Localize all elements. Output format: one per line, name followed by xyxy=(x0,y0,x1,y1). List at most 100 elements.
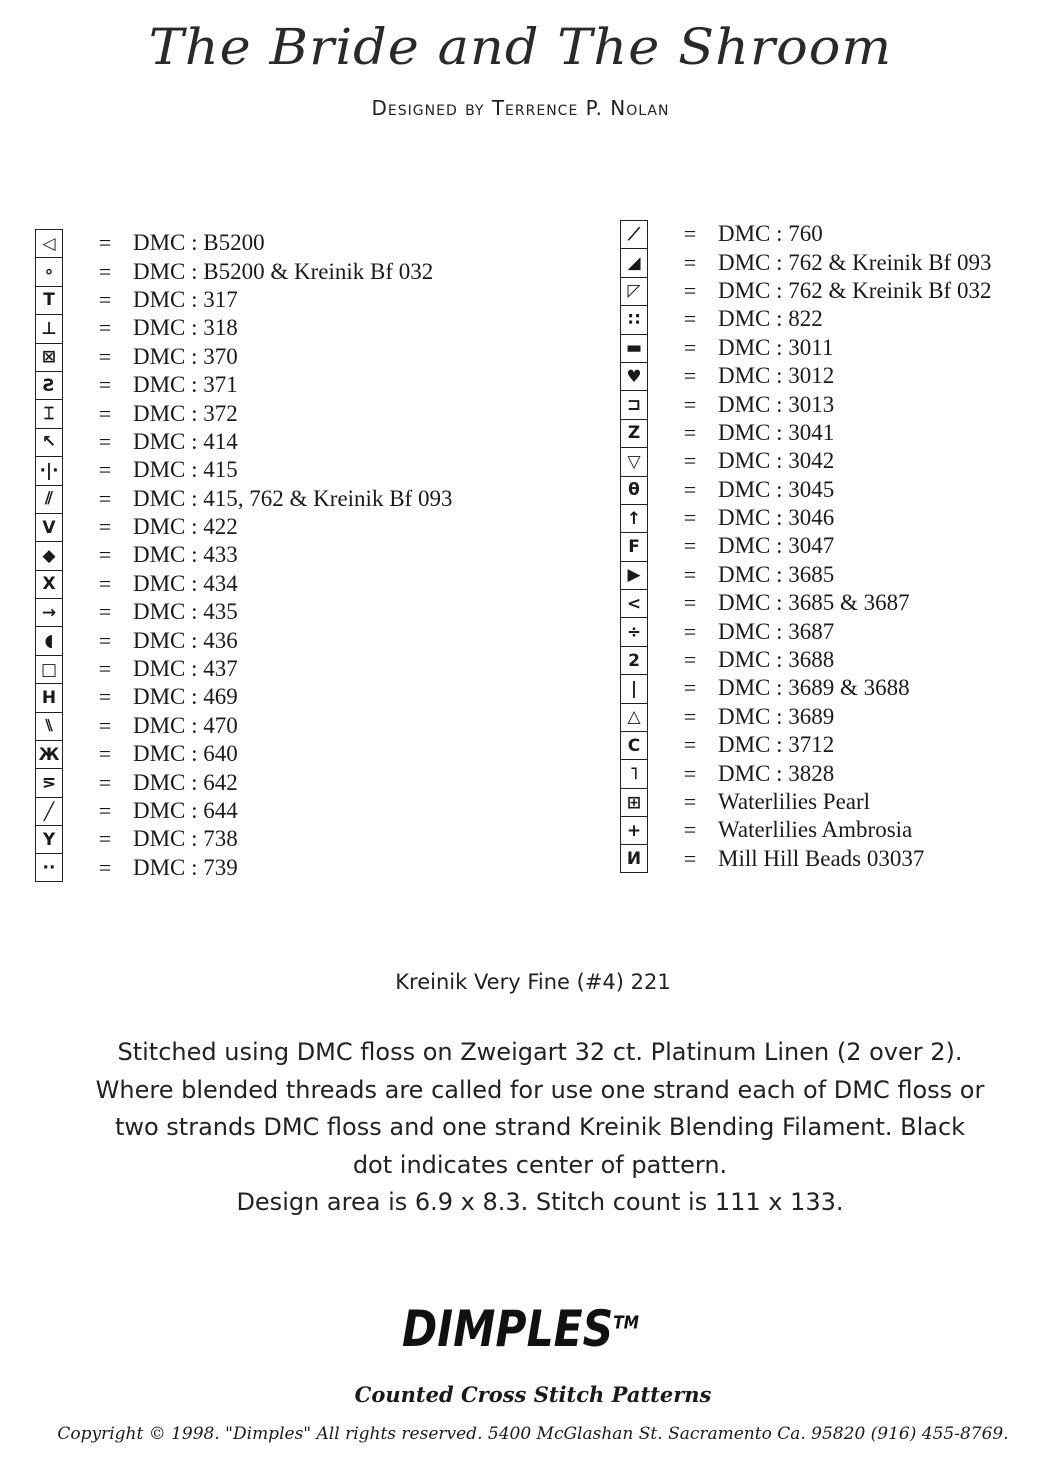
equals-sign: = xyxy=(98,656,112,682)
thread-name: DMC : 437 xyxy=(133,656,238,682)
stitch-symbol-icon: △ xyxy=(620,702,648,732)
stitch-symbol-icon: ↑ xyxy=(620,503,648,533)
thread-name: DMC : 739 xyxy=(133,854,238,880)
stitch-symbol-icon: ÷ xyxy=(620,617,648,646)
key-row: ◸ = DMC : 762 & Kreinik Bf 032 xyxy=(620,276,992,306)
equals-sign: = xyxy=(683,789,697,814)
stitch-symbol-icon: ◸ xyxy=(620,276,648,306)
trademark: TM xyxy=(613,1312,639,1334)
equals-sign: = xyxy=(683,590,697,616)
key-row: ▽ = DMC : 3042 xyxy=(620,447,991,476)
key-row: < = DMC : 3685 & 3687 xyxy=(620,589,991,618)
key-row: ♥ = DMC : 3012 xyxy=(620,361,991,391)
thread-name: DMC : 3011 xyxy=(718,334,834,360)
equals-sign: = xyxy=(98,428,112,454)
key-row: → = DMC : 435 xyxy=(35,598,452,627)
stitch-symbol-icon: Y xyxy=(35,825,63,854)
key-row: ·|· = DMC : 415 xyxy=(35,456,452,485)
equals-sign: = xyxy=(683,391,697,417)
thread-name: DMC : B5200 xyxy=(133,230,265,256)
stitch-symbol-icon: Ƨ xyxy=(35,370,63,400)
thread-name: DMC : 3712 xyxy=(718,732,835,758)
stitch-symbol-icon: ⋝ xyxy=(35,768,63,797)
key-row: Y = DMC : 738 xyxy=(35,825,452,854)
equals-sign: = xyxy=(98,286,112,312)
thread-name: DMC : 762 & Kreinik Bf 032 xyxy=(718,277,992,303)
equals-sign: = xyxy=(98,457,112,483)
thread-name: DMC : 436 xyxy=(133,627,238,653)
stitch-symbol-icon: ·· xyxy=(35,853,63,883)
key-row: ⊠ = DMC : 370 xyxy=(35,342,452,371)
stitch-symbol-icon: + xyxy=(620,816,648,845)
stitch-symbol-icon: ▶ xyxy=(620,560,648,590)
equals-sign: = xyxy=(683,363,697,389)
equals-sign: = xyxy=(683,817,697,843)
key-row: ▶ = DMC : 3685 xyxy=(620,560,991,590)
equals-sign: = xyxy=(683,249,697,275)
equals-sign: = xyxy=(98,684,112,710)
stitch-symbol-icon: < xyxy=(620,589,648,618)
stitch-symbol-icon: ·|· xyxy=(35,456,63,485)
equals-sign: = xyxy=(683,618,697,644)
thread-name: DMC : 415 xyxy=(133,457,238,483)
thread-name: DMC : 470 xyxy=(133,712,238,738)
stitch-symbol-icon: ▽ xyxy=(620,447,648,476)
thread-name: DMC : 3685 & 3687 xyxy=(718,590,910,616)
thread-name: Waterlilies Pearl xyxy=(718,789,871,814)
thread-name: DMC : 318 xyxy=(133,315,238,341)
key-row: ⟋ = DMC : 760 xyxy=(620,220,991,249)
equals-sign: = xyxy=(98,400,112,426)
equals-sign: = xyxy=(98,712,112,738)
key-row: V = DMC : 422 xyxy=(35,512,452,542)
thread-name: DMC : 642 xyxy=(133,769,238,795)
stitch-symbol-icon: ▬ xyxy=(620,333,648,362)
key-row: F = DMC : 3047 xyxy=(620,532,991,561)
thread-name: DMC : 644 xyxy=(133,798,238,823)
equals-sign: = xyxy=(683,703,697,729)
equals-sign: = xyxy=(683,277,697,303)
key-row: ⑊ = DMC : 470 xyxy=(35,711,452,741)
key-row: ⋝ = DMC : 642 xyxy=(35,768,452,797)
stitch-symbol-icon: ⊞ xyxy=(620,787,648,817)
key-row: △ = DMC : 3689 xyxy=(620,702,991,732)
key-row: ⊐ = DMC : 3013 xyxy=(620,390,991,419)
thread-name: DMC : 3689 & 3688 xyxy=(718,675,910,701)
key-row: ⌶ = DMC : 372 xyxy=(35,399,452,428)
thread-name: DMC : 3689 xyxy=(718,703,835,729)
thread-name: DMC : 760 xyxy=(718,221,823,247)
stitch-symbol-icon: ⊠ xyxy=(35,342,63,371)
key-row: X = DMC : 434 xyxy=(35,569,452,599)
stitch-symbol-icon: H xyxy=(35,683,63,712)
key-row: □ = DMC : 437 xyxy=(35,654,452,684)
stitch-symbol-icon: | xyxy=(620,674,648,703)
key-row: Ƨ = DMC : 371 xyxy=(35,370,452,400)
key-row: ∷ = DMC : 822 xyxy=(620,305,991,334)
equals-sign: = xyxy=(683,419,697,445)
thread-name: DMC : 640 xyxy=(133,741,238,767)
thread-name: DMC : 3685 xyxy=(718,561,835,587)
key-row: ⊥ = DMC : 318 xyxy=(35,314,452,343)
thread-name: DMC : 370 xyxy=(133,343,238,369)
stitch-symbol-icon: ↖ xyxy=(35,427,63,457)
thread-name: DMC : 414 xyxy=(133,428,238,454)
stitch-symbol-icon: И xyxy=(620,844,648,874)
key-row: T = DMC : 317 xyxy=(35,285,452,315)
brand-logo: DIMPLESTM xyxy=(78,1300,963,1358)
equals-sign: = xyxy=(683,561,697,587)
stitch-symbol-icon: 2 xyxy=(620,645,648,675)
thread-name: DMC : 435 xyxy=(133,599,238,625)
stitch-symbol-icon: ◖ xyxy=(35,626,63,655)
key-row: θ = DMC : 3045 xyxy=(620,475,991,504)
key-row: И = Mill Hill Beads 03037 xyxy=(620,844,991,874)
thread-name: DMC : 762 & Kreinik Bf 093 xyxy=(718,249,992,275)
brand-name: DIMPLES xyxy=(402,1300,614,1358)
stitch-symbol-icon: ⌶ xyxy=(35,399,63,428)
thread-name: DMC : B5200 & Kreinik Bf 032 xyxy=(133,258,434,284)
thread-name: DMC : 3041 xyxy=(718,419,835,445)
thread-name: DMC : 372 xyxy=(133,400,238,426)
notes-line: two strands DMC floss and one strand Kre… xyxy=(114,1113,966,1141)
equals-sign: = xyxy=(683,533,697,559)
key-row: Ж = DMC : 640 xyxy=(35,740,452,769)
key-row: | = DMC : 3689 & 3688 xyxy=(620,674,991,703)
key-row: ◢ = DMC : 762 & Kreinik Bf 093 xyxy=(620,248,992,277)
